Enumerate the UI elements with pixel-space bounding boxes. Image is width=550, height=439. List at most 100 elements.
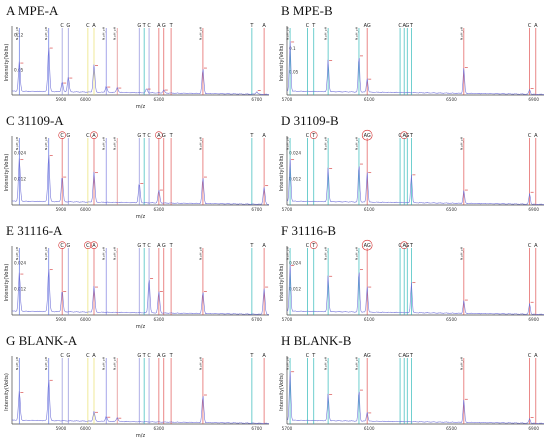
marker-label: T <box>311 23 316 29</box>
y-tick-label: 0.024 <box>14 151 26 156</box>
marker-label: T <box>409 23 414 29</box>
marker-label: A <box>262 23 266 29</box>
marker-label: T <box>249 353 254 359</box>
marker-label: A <box>534 243 538 249</box>
x-tick-label: 6000 <box>80 97 91 102</box>
marker-vertical-label: N.pH_pH <box>286 27 290 40</box>
marker-label: T <box>409 243 414 249</box>
marker-label: G <box>137 133 141 139</box>
y-axis-label: Intensity(Volts) <box>4 154 10 192</box>
x-tick-label: 5700 <box>282 426 293 431</box>
y-axis-label: Intensity(Volts) <box>4 264 10 302</box>
y-axis-label: Intensity(Volts) <box>279 154 285 192</box>
marker-label: T <box>142 243 147 249</box>
marker-label: C <box>398 353 402 359</box>
marker-vertical-label: N.pH_pH <box>198 247 202 260</box>
marker-label: A <box>262 243 266 249</box>
highlight-circle <box>361 239 373 251</box>
highlight-circle <box>361 129 373 141</box>
marker-vertical-label: N.pH_pH <box>44 247 48 260</box>
marker-vertical-label: N.pH_pH <box>113 137 117 150</box>
x-axis-label: m/z <box>136 104 146 110</box>
x-tick-label: 6700 <box>251 207 262 212</box>
marker-vertical-label: N.pH_pH <box>44 357 48 370</box>
marker-label: A <box>92 133 96 139</box>
marker-label: A <box>157 133 161 139</box>
marker-label: C <box>528 23 532 29</box>
marker-label: T <box>169 133 174 139</box>
marker-vertical-label: N.pH_pH <box>286 137 290 150</box>
marker-vertical-label: N.pH_pH <box>354 27 358 40</box>
marker-label: T <box>249 243 254 249</box>
spectrum-trace <box>286 264 545 315</box>
x-tick-label: 5900 <box>56 317 67 322</box>
x-tick-label: 6500 <box>446 207 457 212</box>
marker-label: G <box>405 353 409 359</box>
marker-vertical-label: N.pH_pH <box>324 27 328 40</box>
marker-label: A <box>92 353 96 359</box>
marker-label: A <box>402 133 406 139</box>
marker-label: G <box>162 133 166 139</box>
x-tick-label: 6900 <box>528 97 539 102</box>
marker-label: G <box>405 243 409 249</box>
x-tick-label: 6500 <box>446 97 457 102</box>
marker-vertical-label: N.pH_pH <box>286 357 290 370</box>
marker-label: C <box>60 353 64 359</box>
x-tick-label: 6700 <box>251 97 262 102</box>
marker-label: G <box>162 243 166 249</box>
panel-d: D 31109-B Intensity(Volts) 0.012 0.024 5700 6… <box>279 113 545 212</box>
x-tick-label: 5700 <box>282 97 293 102</box>
marker-label: T <box>311 353 316 359</box>
highlight-circle <box>58 131 66 140</box>
marker-label: C <box>528 243 532 249</box>
y-tick-label: 0.024 <box>14 261 26 266</box>
marker-vertical-label: N.pH_pH <box>459 247 463 260</box>
marker-label: A <box>402 23 406 29</box>
marker-label: C <box>147 243 151 249</box>
marker-label: G <box>66 133 70 139</box>
y-tick-label: 0.05 <box>289 69 299 74</box>
x-tick-label: 5900 <box>56 426 67 431</box>
highlight-circle <box>90 241 98 250</box>
marker-label: T <box>142 133 147 139</box>
marker-vertical-label: N.pH_pH <box>324 357 328 370</box>
y-tick-label: 0.012 <box>289 177 301 182</box>
marker-vertical-label: N.pH_pH <box>113 247 117 260</box>
marker-label: A <box>262 353 266 359</box>
marker-label: C <box>306 23 310 29</box>
y-tick-label: 0.012 <box>289 287 301 292</box>
x-tick-label: 6500 <box>446 317 457 322</box>
marker-vertical-label: N.pH_pH <box>44 27 48 40</box>
y-axis-label: Intensity(Volts) <box>279 44 285 82</box>
x-tick-label: 6300 <box>154 207 165 212</box>
x-tick-label: 6300 <box>154 426 165 431</box>
marker-vertical-label: N.pH_pH <box>198 27 202 40</box>
marker-vertical-label: N.pH_pH <box>459 137 463 150</box>
marker-label: A <box>157 353 161 359</box>
marker-label: C <box>60 243 64 249</box>
highlight-circle <box>309 131 318 140</box>
marker-label: G <box>66 353 70 359</box>
x-tick-label: 6900 <box>528 207 539 212</box>
spectrum-trace <box>286 370 545 424</box>
marker-vertical-label: N.pH_pH <box>15 137 19 150</box>
x-tick-label: 6100 <box>364 97 375 102</box>
marker-label: G <box>137 353 141 359</box>
marker-label: C <box>86 23 90 29</box>
spectrum-trace <box>11 155 270 205</box>
marker-label: T <box>409 353 414 359</box>
x-tick-label: 6100 <box>364 426 375 431</box>
marker-label: G <box>162 23 166 29</box>
marker-label: C <box>528 353 532 359</box>
marker-label: T <box>311 243 316 249</box>
x-tick-label: 6900 <box>528 426 539 431</box>
x-tick-label: 6300 <box>154 97 165 102</box>
y-axis-label: Intensity(Volts) <box>4 373 10 411</box>
marker-label: T <box>142 23 147 29</box>
marker-label: T <box>311 133 316 139</box>
marker-vertical-label: N.pH_pH <box>15 27 19 40</box>
marker-label: T <box>249 133 254 139</box>
marker-vertical-label: N.pH_pH <box>102 27 106 40</box>
